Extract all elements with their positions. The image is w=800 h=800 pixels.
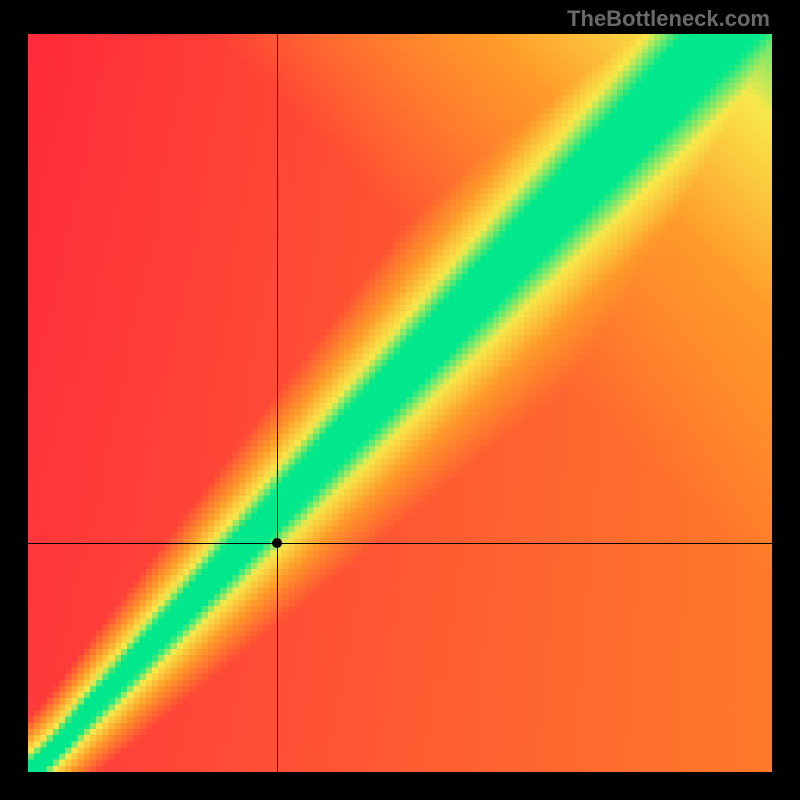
crosshair-vertical [277,34,278,772]
heatmap-canvas [28,34,772,772]
heatmap-plot [28,34,772,772]
crosshair-horizontal [28,543,772,544]
watermark-text: TheBottleneck.com [567,6,770,32]
